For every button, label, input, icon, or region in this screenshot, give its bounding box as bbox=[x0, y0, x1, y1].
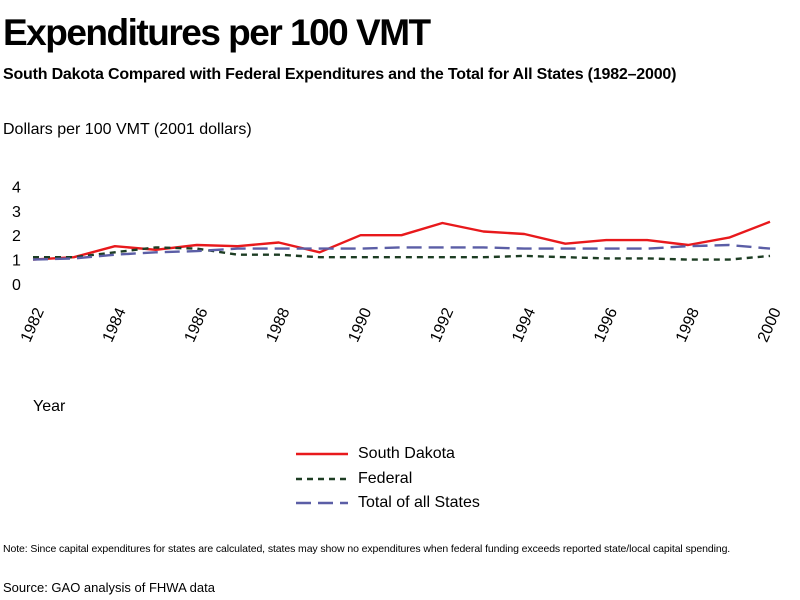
legend-label-total-states: Total of all States bbox=[358, 494, 480, 512]
legend-label-south-dakota: South Dakota bbox=[358, 445, 455, 463]
x-tick-label: 1988 bbox=[264, 305, 294, 345]
series-line-total-of-all-states bbox=[32, 243, 771, 261]
source-note: Source: GAO analysis of FHWA data bbox=[3, 580, 215, 595]
x-tick-label: 1996 bbox=[591, 305, 621, 345]
y-tick-label: 1 bbox=[12, 253, 21, 270]
legend-item-south-dakota: South Dakota bbox=[296, 442, 480, 467]
y-tick-label: 2 bbox=[12, 228, 21, 245]
legend-item-federal: Federal bbox=[296, 467, 480, 492]
y-axis-unit-label: Dollars per 100 VMT (2001 dollars) bbox=[3, 121, 252, 138]
footnote: Note: Since capital expenditures for sta… bbox=[3, 543, 731, 555]
chart-title: Expenditures per 100 VMT bbox=[3, 12, 431, 53]
x-tick-label: 1982 bbox=[18, 305, 48, 345]
y-tick-label: 0 bbox=[12, 277, 21, 294]
legend-item-total-states: Total of all States bbox=[296, 491, 480, 516]
legend-swatch-total-states bbox=[296, 502, 348, 505]
y-tick-label: 3 bbox=[12, 204, 21, 221]
chart-subtitle: South Dakota Compared with Federal Expen… bbox=[3, 66, 677, 83]
x-tick-label: 1984 bbox=[100, 305, 130, 345]
series-line-federal bbox=[33, 246, 771, 261]
y-tick-label: 4 bbox=[12, 179, 21, 196]
x-axis-title: Year bbox=[33, 398, 66, 415]
x-tick-label: 1994 bbox=[509, 305, 539, 345]
series-line-south-dakota bbox=[32, 220, 771, 261]
x-tick-label: 2000 bbox=[755, 305, 785, 345]
x-tick-label: 1998 bbox=[673, 305, 703, 345]
y-tick-label: 5 bbox=[12, 170, 21, 172]
legend-swatch-federal bbox=[296, 477, 348, 480]
x-tick-label: 1986 bbox=[182, 305, 212, 345]
x-tick-label: 1990 bbox=[345, 305, 375, 345]
legend-swatch-south-dakota bbox=[296, 453, 348, 456]
x-tick-label: 1992 bbox=[427, 305, 457, 345]
legend-label-federal: Federal bbox=[358, 469, 413, 487]
line-chart: 0 1 2 3 4 5 1982 1984 1986 1988 1990 1992 1994 1996 19… bbox=[12, 170, 785, 345]
legend: South Dakota Federal Total of all States bbox=[296, 442, 480, 516]
